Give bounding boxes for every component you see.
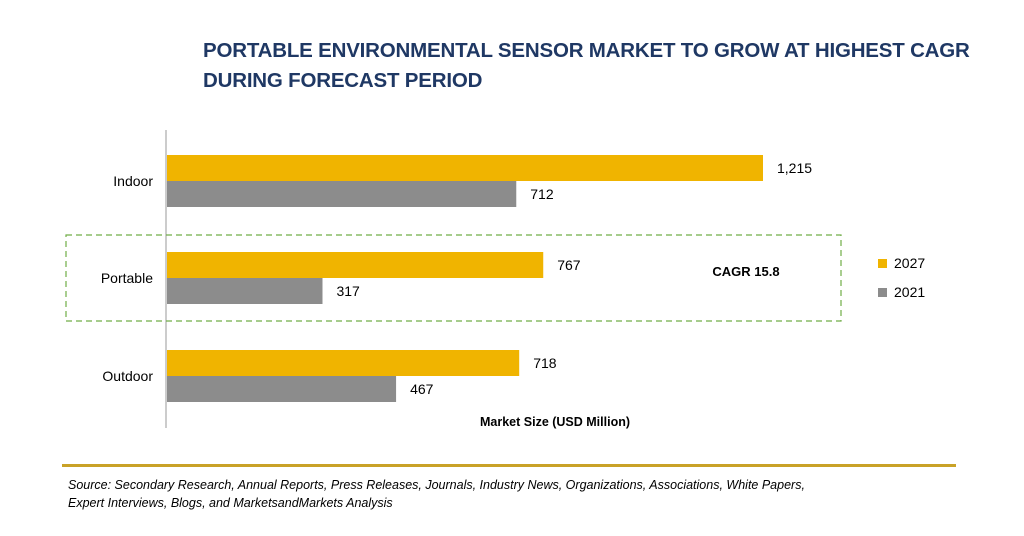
bar-portable-2021 bbox=[167, 278, 323, 304]
data-label-indoor-2027: 1,215 bbox=[777, 160, 812, 176]
source-line-2: Expert Interviews, Blogs, and Marketsand… bbox=[68, 495, 393, 510]
bar-outdoor-2021 bbox=[167, 376, 397, 402]
x-axis-title: Market Size (USD Million) bbox=[480, 415, 630, 429]
data-label-portable-2021: 317 bbox=[336, 283, 360, 299]
data-label-outdoor-2027: 718 bbox=[533, 355, 557, 371]
category-label-outdoor: Outdoor bbox=[102, 368, 153, 384]
legend-swatch-2021 bbox=[878, 288, 887, 297]
chart-title: PORTABLE ENVIRONMENTAL SENSOR MARKET TO … bbox=[203, 36, 970, 96]
source-note: Source: Secondary Research, Annual Repor… bbox=[68, 477, 968, 512]
data-label-indoor-2021: 712 bbox=[530, 186, 554, 202]
bar-portable-2027 bbox=[167, 252, 544, 278]
bar-indoor-2021 bbox=[167, 181, 517, 207]
data-label-outdoor-2021: 467 bbox=[410, 381, 434, 397]
legend-swatch-2027 bbox=[878, 259, 887, 268]
category-label-portable: Portable bbox=[101, 270, 153, 286]
cagr-annotation: CAGR 15.8 bbox=[712, 264, 779, 279]
bar-indoor-2027 bbox=[167, 155, 763, 181]
bar-outdoor-2027 bbox=[167, 350, 520, 376]
legend-label-2027: 2027 bbox=[894, 255, 925, 271]
category-label-indoor: Indoor bbox=[113, 173, 153, 189]
legend-label-2021: 2021 bbox=[894, 284, 925, 300]
data-label-portable-2027: 767 bbox=[557, 257, 581, 273]
chart-title-line-2: DURING FORECAST PERIOD bbox=[203, 69, 483, 92]
source-line-1: Source: Secondary Research, Annual Repor… bbox=[68, 478, 805, 492]
footer-divider bbox=[62, 464, 956, 467]
chart-title-line-1: PORTABLE ENVIRONMENTAL SENSOR MARKET TO … bbox=[203, 39, 970, 62]
